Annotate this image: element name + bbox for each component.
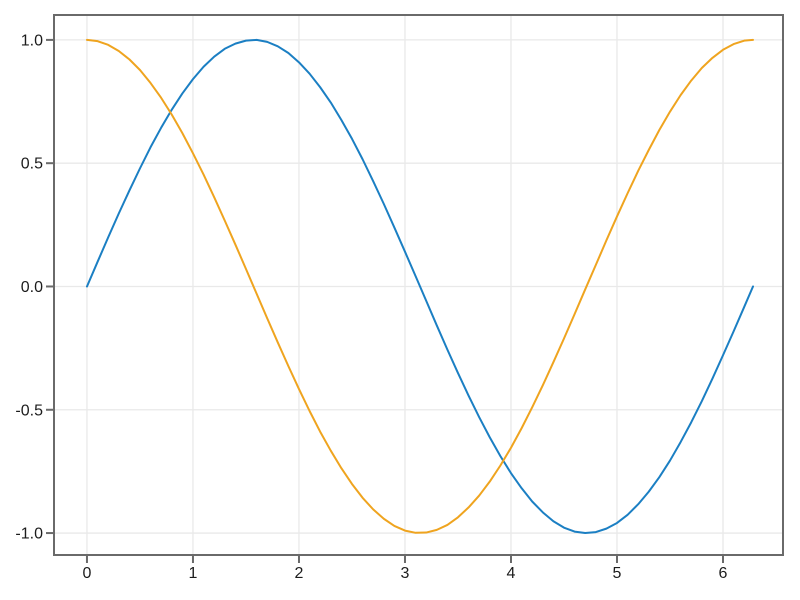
x-tick-label: 3: [401, 565, 410, 582]
y-tick-label: 1.0: [21, 32, 43, 49]
x-tick-label: 6: [719, 565, 728, 582]
y-tick-label: -1.0: [15, 526, 43, 543]
x-tick-label: 0: [83, 565, 92, 582]
y-tick-label: -0.5: [15, 402, 43, 419]
y-tick-label: 0.0: [21, 279, 43, 296]
series-line-cosine: [85, 38, 754, 534]
x-tick-label: 1: [189, 565, 198, 582]
axis-frame: [53, 14, 784, 556]
x-tick-label: 4: [507, 565, 516, 582]
x-tick-label: 2: [295, 565, 304, 582]
x-tick-label: 5: [613, 565, 622, 582]
series-line-sine: [85, 38, 754, 535]
y-tick-label: 0.5: [21, 156, 43, 173]
